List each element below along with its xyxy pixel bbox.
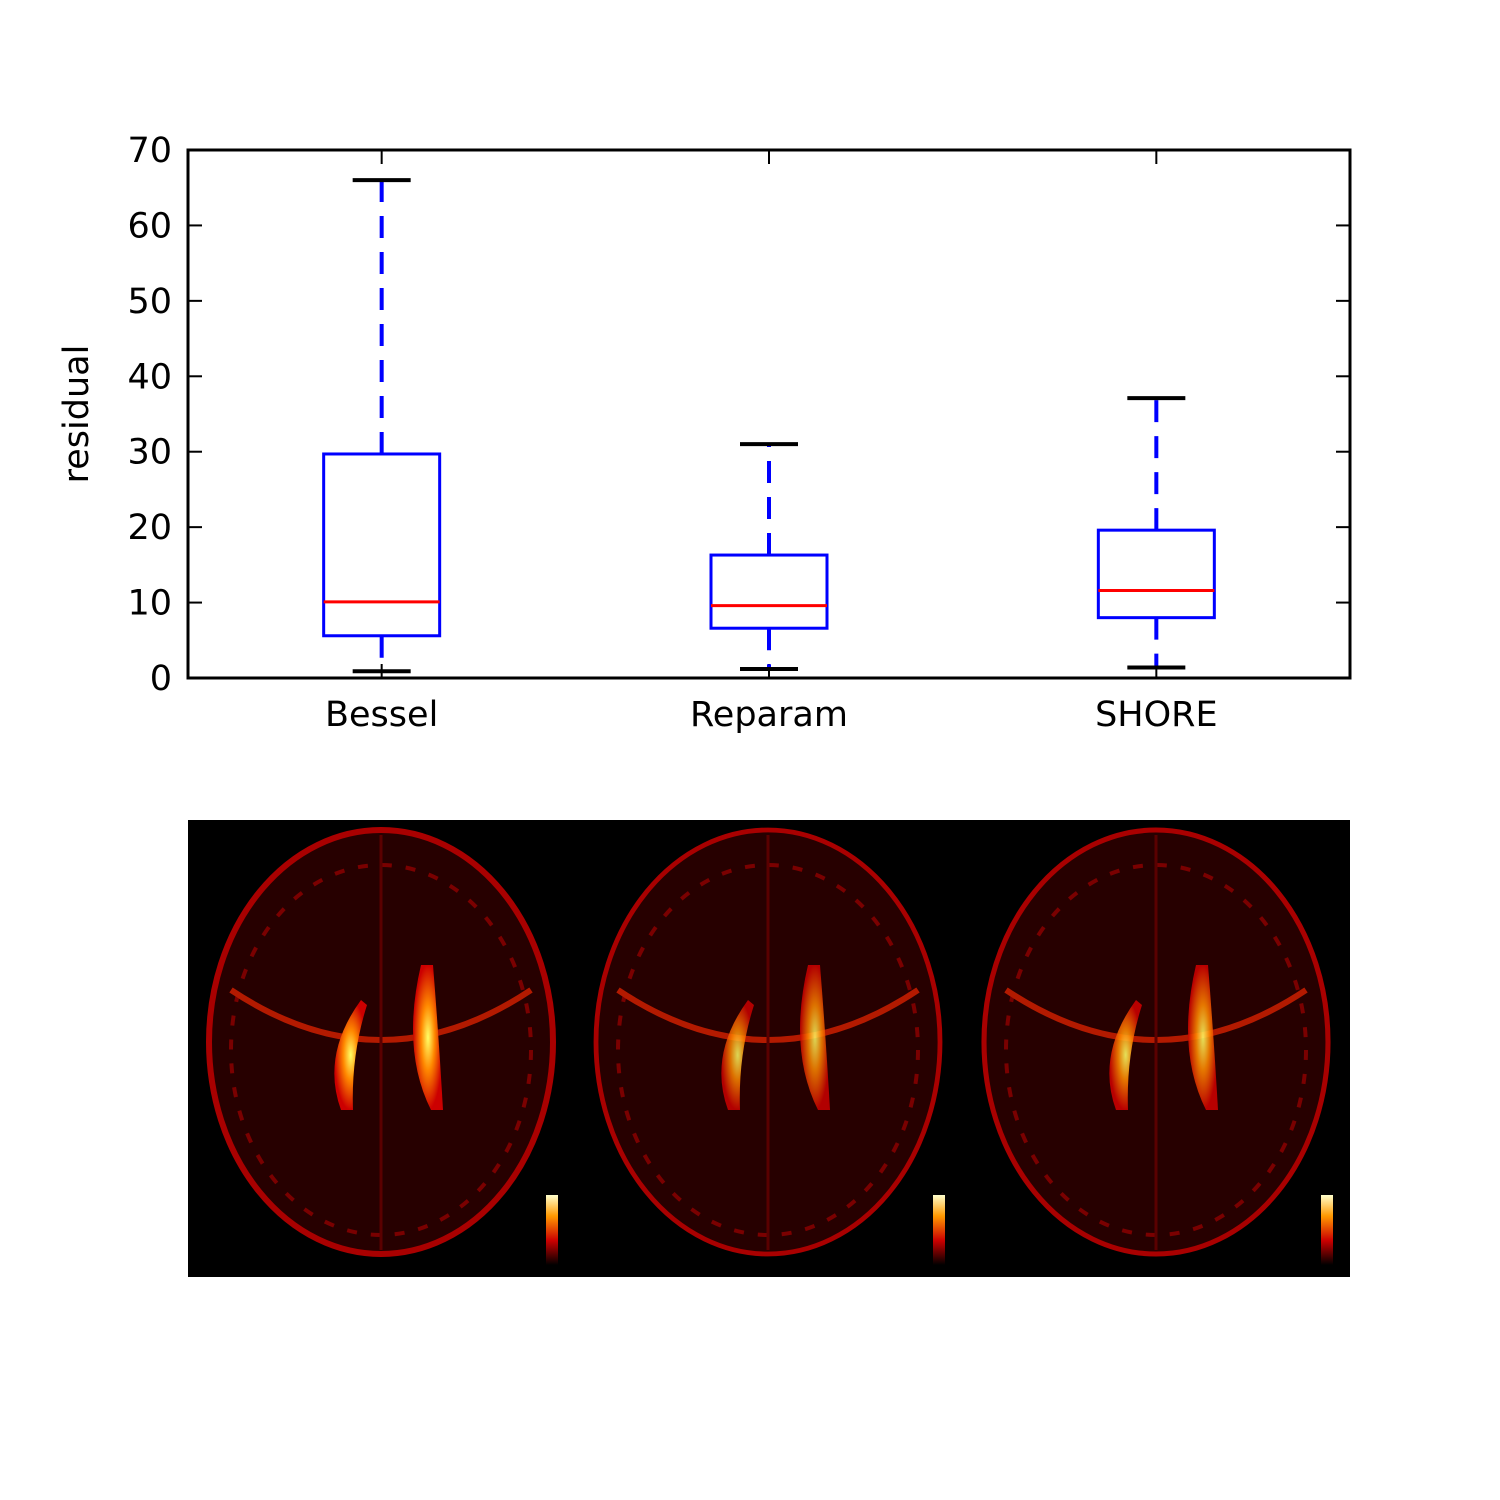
y-tick-label: 50 (127, 282, 172, 322)
ventricle-right (413, 965, 443, 1110)
ventricle-left (721, 1000, 754, 1110)
y-axis-label: residual (57, 345, 97, 484)
y-tick-label: 30 (127, 433, 172, 473)
box-series (322, 178, 1216, 674)
ventricle-right (800, 965, 830, 1110)
cortex-ring (616, 863, 920, 1237)
y-tick-label: 10 (127, 584, 172, 624)
y-tick-label: 0 (150, 659, 172, 699)
box-iqr (322, 452, 442, 638)
colorbar (546, 1195, 558, 1265)
box-iqr (1096, 528, 1216, 620)
brain-slice (593, 827, 945, 1265)
brain-map-panel (188, 820, 1350, 1277)
colorbar (1321, 1195, 1333, 1265)
x-tick-label: Bessel (325, 695, 438, 735)
box-iqr (709, 553, 829, 630)
ventricle-left (1109, 1000, 1142, 1110)
x-tick-label: Reparam (690, 695, 848, 735)
brain-slice (981, 827, 1333, 1265)
x-tick-label: SHORE (1095, 695, 1218, 735)
ventricle-left (334, 1000, 367, 1110)
brain-slice (206, 827, 558, 1265)
boxplot-chart: 0 10 20 30 40 50 60 70 Bessel Reparam SHORE resid… (57, 131, 1352, 735)
y-tick-label: 40 (127, 357, 172, 397)
ventricle-right (1188, 965, 1218, 1110)
y-tick-label: 60 (127, 206, 172, 246)
colorbar (933, 1195, 945, 1265)
y-tick-label: 70 (127, 131, 172, 171)
cortex-ring (1004, 863, 1308, 1237)
y-axis-ticks: 0 10 20 30 40 50 60 70 (127, 131, 1350, 699)
x-axis-ticks: Bessel Reparam SHORE (325, 150, 1218, 735)
brain-slices (206, 827, 1333, 1265)
y-tick-label: 20 (127, 508, 172, 548)
cortex-ring (229, 863, 533, 1237)
